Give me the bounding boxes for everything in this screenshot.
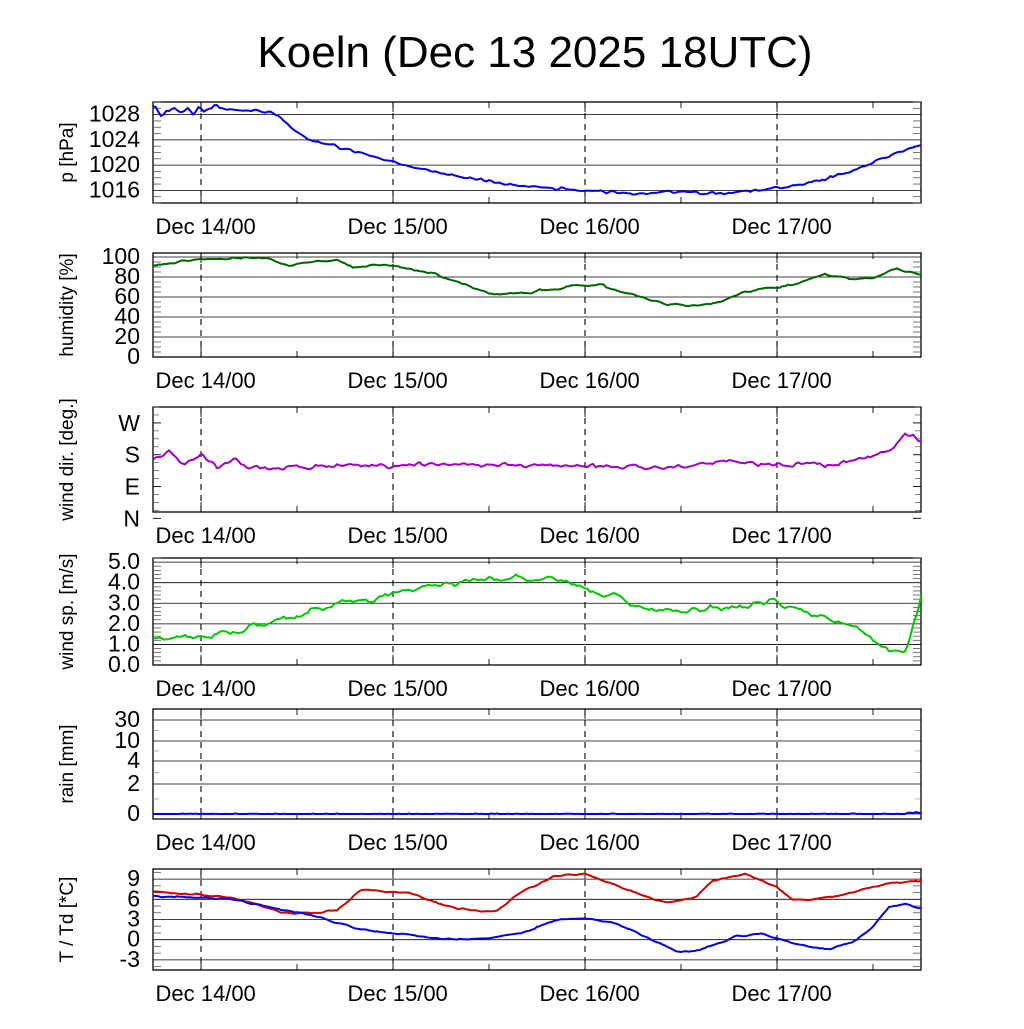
svg-text:5.0: 5.0: [108, 548, 140, 574]
svg-text:Dec 17/00: Dec 17/00: [732, 214, 832, 239]
svg-text:wind dir. [deg.]: wind dir. [deg.]: [57, 398, 78, 522]
svg-text:Dec 16/00: Dec 16/00: [540, 830, 640, 855]
svg-text:1024: 1024: [89, 126, 140, 152]
svg-text:Dec 15/00: Dec 15/00: [348, 981, 448, 1006]
svg-text:Dec 16/00: Dec 16/00: [540, 676, 640, 701]
svg-text:Dec 16/00: Dec 16/00: [540, 368, 640, 393]
svg-text:T / Td [*C]: T / Td [*C]: [57, 877, 78, 963]
svg-text:Dec 15/00: Dec 15/00: [348, 676, 448, 701]
svg-text:Dec 14/00: Dec 14/00: [156, 981, 256, 1006]
svg-text:Dec 17/00: Dec 17/00: [732, 981, 832, 1006]
svg-text:humidity [%]: humidity [%]: [57, 253, 78, 356]
svg-text:Dec 17/00: Dec 17/00: [732, 523, 832, 548]
svg-text:1020: 1020: [89, 151, 140, 177]
svg-text:S: S: [125, 442, 140, 468]
svg-text:rain [mm]: rain [mm]: [57, 724, 78, 803]
svg-text:100: 100: [102, 243, 140, 269]
svg-text:Dec 15/00: Dec 15/00: [348, 214, 448, 239]
svg-text:Dec 14/00: Dec 14/00: [156, 830, 256, 855]
svg-text:Dec 17/00: Dec 17/00: [732, 368, 832, 393]
svg-text:Dec 15/00: Dec 15/00: [348, 830, 448, 855]
svg-text:Dec 17/00: Dec 17/00: [732, 830, 832, 855]
svg-text:30: 30: [114, 706, 140, 732]
svg-text:E: E: [125, 474, 140, 500]
svg-text:0: 0: [127, 800, 140, 826]
svg-text:Dec 14/00: Dec 14/00: [156, 523, 256, 548]
svg-text:wind sp. [m/s]: wind sp. [m/s]: [57, 553, 78, 670]
svg-text:1028: 1028: [89, 101, 140, 127]
svg-text:W: W: [118, 410, 140, 436]
svg-text:Dec 16/00: Dec 16/00: [540, 214, 640, 239]
svg-text:Dec 14/00: Dec 14/00: [156, 676, 256, 701]
svg-text:Dec 14/00: Dec 14/00: [156, 368, 256, 393]
svg-text:Dec 16/00: Dec 16/00: [540, 523, 640, 548]
svg-text:N: N: [123, 505, 140, 531]
svg-text:1016: 1016: [89, 176, 140, 202]
svg-text:2: 2: [127, 770, 140, 796]
svg-text:9: 9: [127, 865, 140, 891]
svg-text:p [hPa]: p [hPa]: [57, 122, 78, 182]
svg-text:Dec 15/00: Dec 15/00: [348, 368, 448, 393]
svg-text:Dec 16/00: Dec 16/00: [540, 981, 640, 1006]
svg-text:Koeln (Dec 13 2025 18UTC): Koeln (Dec 13 2025 18UTC): [257, 28, 812, 77]
svg-text:Dec 14/00: Dec 14/00: [156, 214, 256, 239]
svg-text:Dec 17/00: Dec 17/00: [732, 676, 832, 701]
svg-text:Dec 15/00: Dec 15/00: [348, 523, 448, 548]
